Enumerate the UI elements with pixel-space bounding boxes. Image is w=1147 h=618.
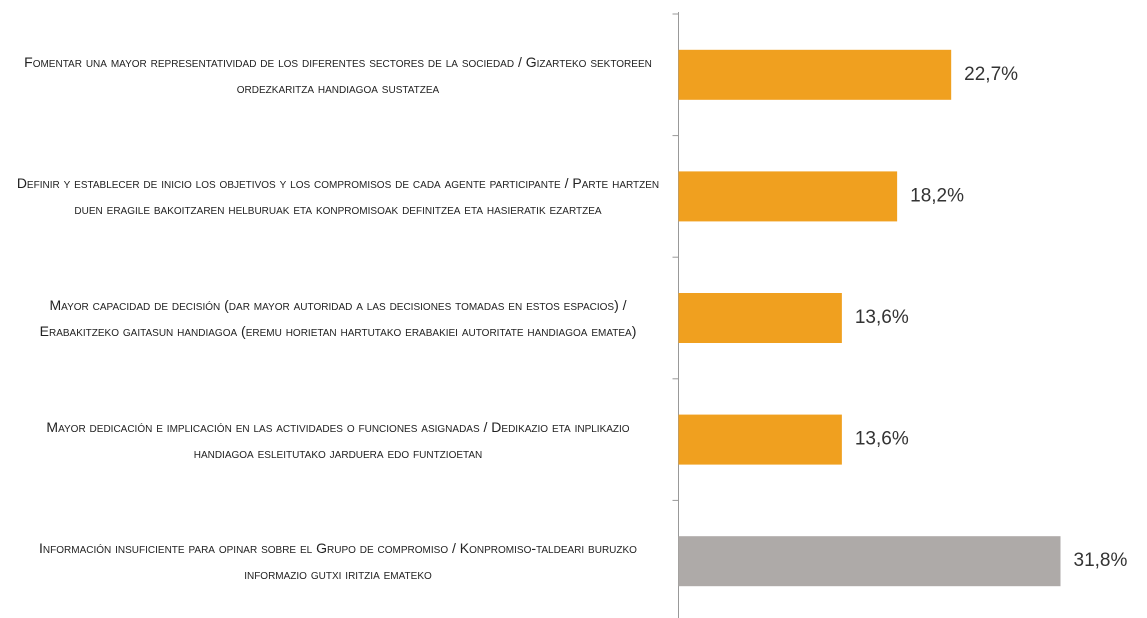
category-label: Fomentar una mayor representatividad de … [24, 53, 652, 96]
category-label: Definir y establecer de inicio los objet… [16, 175, 660, 218]
category-label: Información insuficiente para opinar sob… [39, 540, 637, 583]
value-label: 22,7% [964, 64, 1018, 85]
value-label: 18,2% [910, 185, 964, 206]
value-label: 31,8% [1074, 550, 1128, 571]
bar [678, 171, 898, 222]
bar [678, 536, 1061, 587]
value-label: 13,6% [855, 307, 909, 328]
category-label: Mayor capacidad de decisión (dar mayor a… [39, 296, 637, 339]
bar [678, 414, 842, 465]
bar [678, 49, 952, 100]
category-label: Mayor dedicación e implicación en las ac… [46, 418, 630, 461]
value-label: 13,6% [855, 429, 909, 450]
bar [678, 293, 842, 343]
